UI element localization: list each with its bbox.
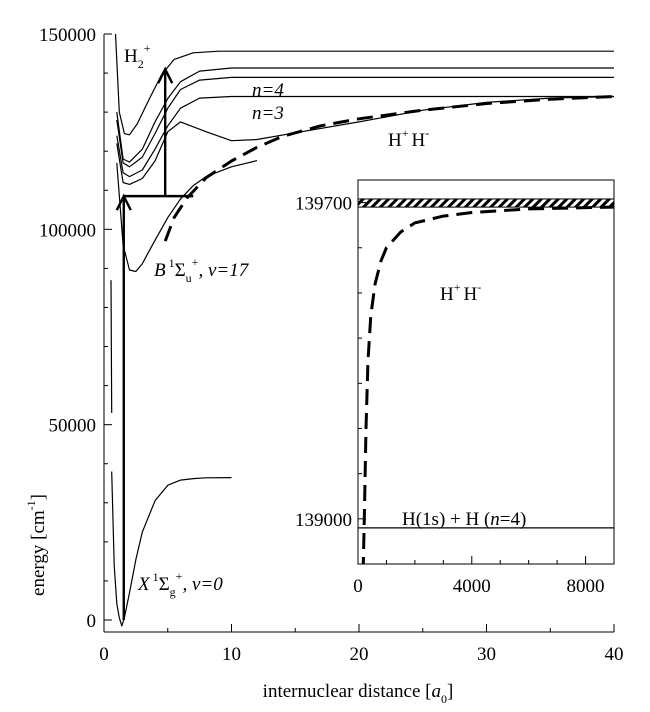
inset-frame <box>357 179 615 565</box>
x-tick-label: 20 <box>350 644 369 665</box>
potential-curve <box>116 67 614 163</box>
main-y-ticks: 0 50000 100000 150000 <box>39 25 112 632</box>
label-h2-plus: H2+ <box>124 41 151 71</box>
threshold-band <box>358 198 614 208</box>
inset-ticks: 0 4000 8000 139000 139700 <box>295 194 605 597</box>
y-tick-label: 0 <box>87 611 97 632</box>
y-tick-label: 150000 <box>39 25 96 46</box>
arrow-head <box>157 66 174 84</box>
x-tick-label: 40 <box>605 644 624 665</box>
y-axis-title: energy [cm-1] <box>24 494 49 596</box>
potential-curve <box>116 76 614 168</box>
label-b-state: B 1Σu+, v=17 <box>154 255 250 285</box>
potential-curve <box>116 160 258 273</box>
label-x-state: X 1Σg+, v=0 <box>137 569 223 599</box>
y-tick-label: 50000 <box>49 416 97 437</box>
x-axis-title: internuclear distance [a0] <box>263 681 454 706</box>
potential-curve <box>116 95 614 178</box>
inset-y-tick-label: 139000 <box>295 510 352 531</box>
main-x-ticks: 0 10 20 30 40 <box>99 624 624 665</box>
label-n4: n=4 <box>252 80 284 101</box>
x-tick-label: 0 <box>99 644 109 665</box>
inset-ion-pair-curve <box>361 205 614 564</box>
inset-x-tick-label: 4000 <box>453 576 491 597</box>
potential-curve <box>116 95 614 185</box>
main-axes: 0 10 20 30 40 0 50000 100000 150000 <box>39 25 624 665</box>
potential-curve <box>111 471 232 627</box>
inset-x-tick-label: 8000 <box>567 576 605 597</box>
inset-x-tick-label: 0 <box>353 576 363 597</box>
potential-curve <box>114 33 614 136</box>
inset-label-h1s-hn4: H(1s) + H (n=4) <box>402 509 526 530</box>
ion-pair-curve <box>163 95 614 242</box>
main-curves <box>110 33 614 627</box>
inset-label-h-plus-h-minus: H+ H- <box>440 280 481 305</box>
x-tick-label: 30 <box>477 644 496 665</box>
potential-curve <box>110 280 113 413</box>
y-tick-label: 100000 <box>39 220 96 241</box>
inset-content <box>358 198 614 564</box>
inset-y-tick-label: 139700 <box>295 194 352 215</box>
x-tick-label: 10 <box>222 644 241 665</box>
label-h-plus-h-minus-main: H+ H- <box>388 126 429 151</box>
inset-panel: 0 4000 8000 139000 139700 H+ H- H(1s) + H (n=… <box>295 179 615 597</box>
transition-arrows <box>115 66 194 620</box>
label-n3: n=3 <box>252 103 284 124</box>
